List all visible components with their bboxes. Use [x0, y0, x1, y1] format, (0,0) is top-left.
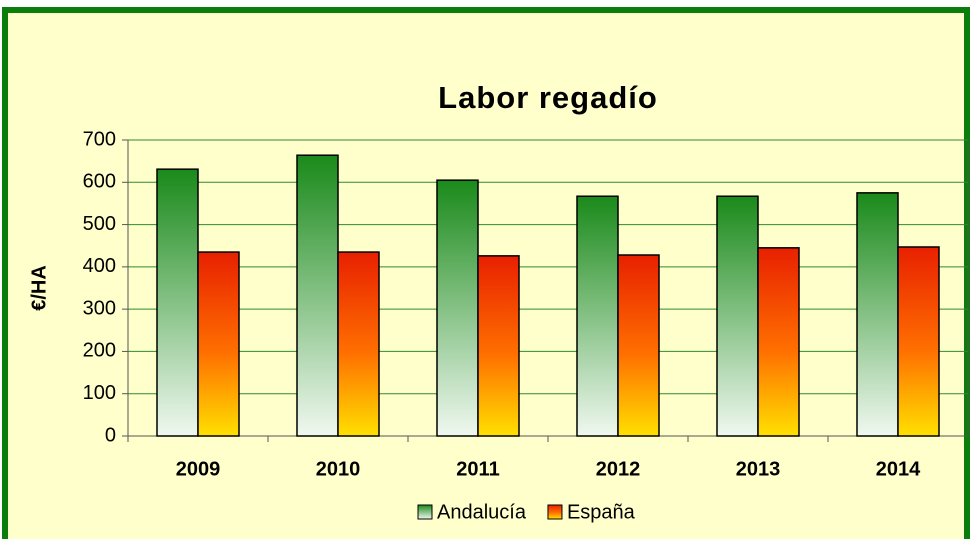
y-tick-label: 100	[83, 382, 116, 404]
legend-swatch	[417, 504, 433, 520]
bar	[716, 195, 759, 437]
bar	[436, 179, 479, 437]
legend-swatch	[547, 504, 563, 520]
legend-label: España	[567, 501, 636, 523]
x-tick-label: 2010	[316, 458, 361, 480]
bar	[197, 251, 240, 437]
y-tick-label: 200	[83, 340, 116, 362]
bar	[617, 254, 660, 437]
bar	[337, 251, 380, 437]
x-tick-label: 2012	[596, 458, 641, 480]
bar	[897, 246, 940, 437]
x-tick-label: 2011	[456, 458, 499, 480]
bar	[856, 192, 899, 437]
y-tick-label: 0	[105, 424, 116, 446]
y-tick-label: 700	[83, 128, 116, 150]
y-tick-label: 400	[83, 255, 116, 277]
bar	[757, 247, 800, 437]
bar	[576, 195, 619, 437]
x-tick-label: 2014	[876, 458, 921, 480]
x-tick-label: 2013	[736, 458, 781, 480]
y-tick-label: 500	[83, 213, 116, 235]
x-tick-label: 2009	[176, 458, 221, 480]
chart-title: Labor regadío	[438, 80, 658, 115]
y-tick-label: 600	[83, 171, 116, 193]
y-tick-label: 300	[83, 297, 116, 319]
y-axis-label: €/HA	[28, 265, 50, 311]
bar	[477, 255, 520, 437]
bar	[156, 168, 199, 437]
bar	[296, 154, 339, 437]
legend-label: Andalucía	[437, 501, 527, 523]
